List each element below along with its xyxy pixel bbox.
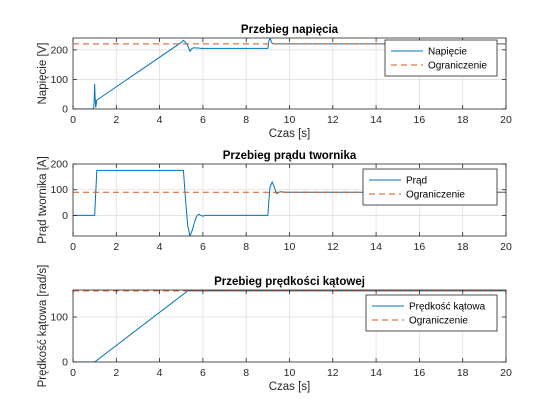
x-tick-label: 8 xyxy=(243,114,249,126)
x-tick-label: 4 xyxy=(157,367,163,379)
x-tick-label: 4 xyxy=(157,241,163,253)
chart-title: Przebieg prądu twornika xyxy=(223,150,357,162)
x-tick-label: 16 xyxy=(414,241,426,253)
y-tick-label: 100 xyxy=(50,184,68,196)
y-tick-label: 200 xyxy=(50,159,68,171)
x-tick-label: 8 xyxy=(243,241,249,253)
legend-label: Ograniczenie xyxy=(409,316,468,327)
x-tick-label: 6 xyxy=(200,367,206,379)
x-tick-label: 0 xyxy=(70,367,76,379)
x-tick-label: 8 xyxy=(243,367,249,379)
x-tick-label: 14 xyxy=(370,367,382,379)
x-tick-label: 18 xyxy=(457,367,469,379)
legend: Prędkość kątowa Ograniczenie xyxy=(365,294,498,332)
y-axis-label: Prąd twornika [A] xyxy=(37,156,49,244)
x-tick-label: 10 xyxy=(284,114,296,126)
x-tick-label: 20 xyxy=(500,114,512,126)
y-tick-label: 0 xyxy=(62,104,68,116)
y-tick-label: 0 xyxy=(62,210,68,222)
x-tick-label: 16 xyxy=(414,114,426,126)
legend-label: Napięcie xyxy=(428,47,467,58)
legend: Prąd Ograniczenie xyxy=(362,168,498,206)
y-tick-label: 0 xyxy=(62,357,68,369)
y-tick-label: 200 xyxy=(50,44,68,56)
x-tick-label: 18 xyxy=(457,114,469,126)
legend-box xyxy=(384,39,498,77)
x-tick-label: 6 xyxy=(200,241,206,253)
x-tick-label: 4 xyxy=(157,114,163,126)
x-tick-label: 10 xyxy=(284,241,296,253)
x-tick-label: 12 xyxy=(327,114,339,126)
x-tick-label: 6 xyxy=(200,114,206,126)
chart-title: Przebieg napięcia xyxy=(241,24,339,36)
legend-label: Ograniczenie xyxy=(428,61,487,72)
series-group xyxy=(73,290,506,362)
x-axis-label: Czas [s] xyxy=(269,128,311,140)
chart-title: Przebieg prędkości kątowej xyxy=(214,276,365,288)
y-tick-label: 100 xyxy=(50,312,68,324)
x-tick-label: 10 xyxy=(284,367,296,379)
x-axis-label: Czas [s] xyxy=(269,381,311,393)
legend-label: Ograniczenie xyxy=(406,190,465,201)
x-tick-label: 18 xyxy=(457,241,469,253)
x-tick-label: 14 xyxy=(370,241,382,253)
y-axis-label: Napięcie [V] xyxy=(37,42,49,104)
x-tick-label: 20 xyxy=(500,241,512,253)
x-tick-label: 0 xyxy=(70,114,76,126)
x-tick-label: 0 xyxy=(70,241,76,253)
legend-box xyxy=(365,294,498,332)
x-tick-label: 20 xyxy=(500,367,512,379)
legend-box xyxy=(362,168,498,206)
x-tick-label: 2 xyxy=(113,241,119,253)
y-tick-label: 100 xyxy=(50,74,68,86)
x-tick-label: 16 xyxy=(414,367,426,379)
legend-label: Prędkość kątowa xyxy=(409,302,486,313)
x-tick-label: 14 xyxy=(370,114,382,126)
x-tick-label: 12 xyxy=(327,241,339,253)
y-axis-label: Prędkość kątowa [rad/s] xyxy=(37,265,49,388)
x-tick-label: 2 xyxy=(113,114,119,126)
x-tick-label: 12 xyxy=(327,367,339,379)
x-tick-label: 2 xyxy=(113,367,119,379)
legend: Napięcie Ograniczenie xyxy=(384,39,498,77)
series-line-napięcie xyxy=(73,38,506,109)
chart-3: 0 2 4 6 8 10 12 14 16 18 20 0 100 Przebieg prędkości … xyxy=(37,265,512,393)
legend-label: Prąd xyxy=(406,176,427,187)
